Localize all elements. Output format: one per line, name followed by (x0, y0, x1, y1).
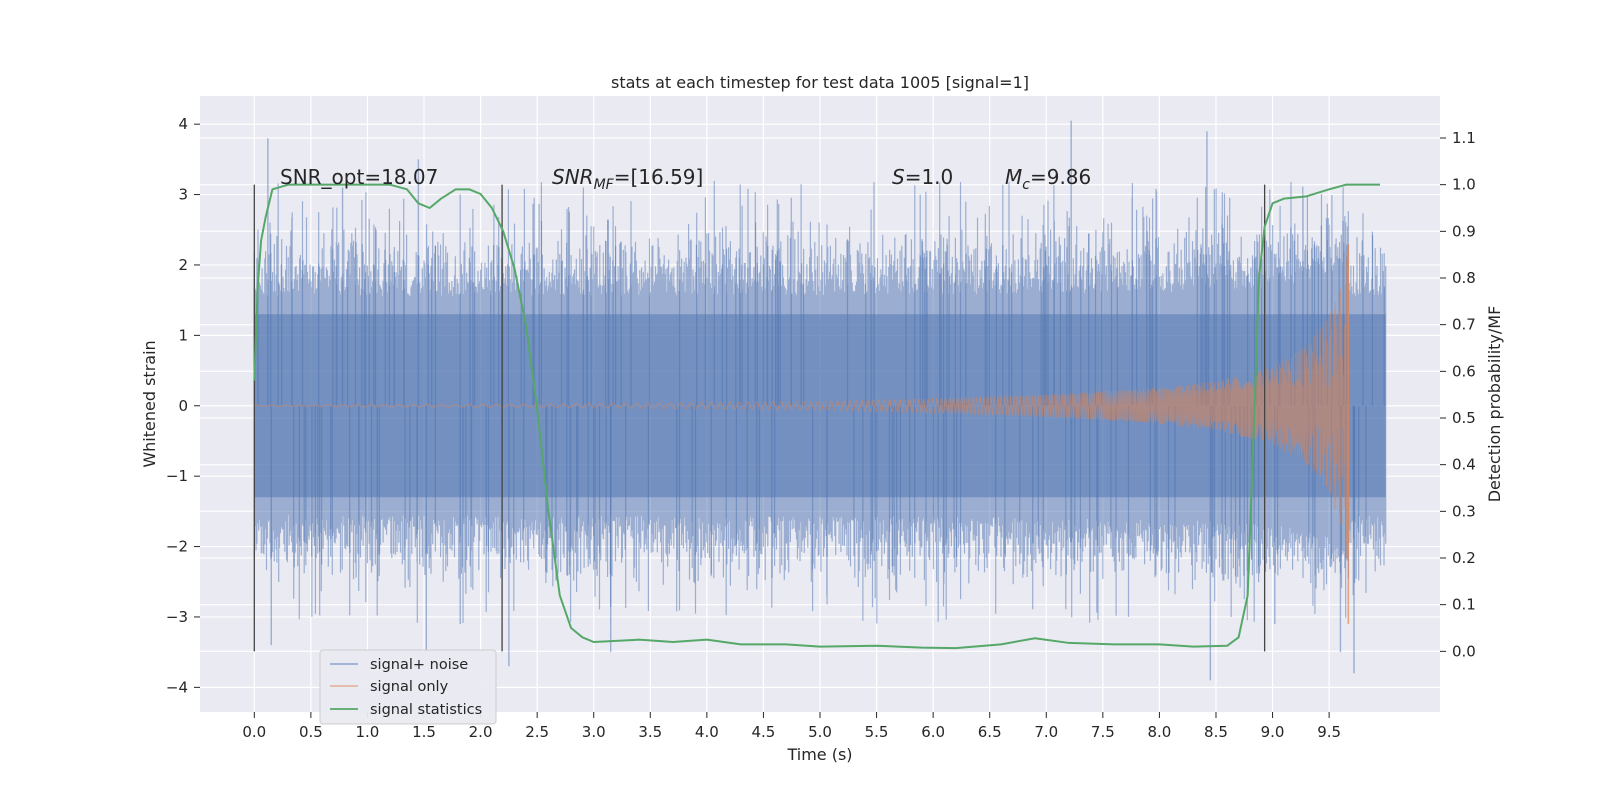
y-axis-ticks: 4 3 2 1 0 −1 −2 −3 −4 (166, 115, 200, 696)
legend-label-signal-only: signal only (370, 679, 449, 695)
y2-tick-label: 0.7 (1452, 316, 1476, 334)
x-tick-label: 6.0 (921, 723, 945, 741)
x-tick-label: 6.5 (978, 723, 1002, 741)
y-tick-label: 4 (178, 115, 188, 133)
y2-tick-label: 0.8 (1452, 269, 1476, 287)
y2-tick-label: 0.3 (1452, 502, 1476, 520)
x-tick-label: 4.5 (752, 723, 776, 741)
x-tick-label: 5.0 (808, 723, 832, 741)
statistics-line (253, 183, 1381, 650)
x-tick-label: 1.0 (356, 723, 380, 741)
x-tick-label: 0.5 (299, 723, 323, 741)
y-tick-label: 2 (178, 256, 188, 274)
annotation-mc: Mc=9.86 (1005, 165, 1091, 193)
y2-tick-label: 1.0 (1452, 176, 1476, 194)
x-tick-label: 7.0 (1034, 723, 1058, 741)
y-axis-label: Whitened strain (140, 340, 159, 467)
x-tick-label: 8.0 (1147, 723, 1171, 741)
y-tick-label: 0 (178, 397, 188, 415)
x-tick-label: 9.5 (1317, 723, 1341, 741)
x-tick-label: 5.5 (865, 723, 889, 741)
legend-box (319, 649, 497, 725)
x-axis-ticks: 0.0 0.5 1.0 1.5 2.0 2.5 3.0 3.5 4.0 4.5 5.0 5.5 6.0 6… (242, 712, 1341, 741)
y2-tick-label: 0.2 (1452, 549, 1476, 567)
y2-axis-label: Detection probability/MF (1485, 306, 1504, 503)
legend-label-signal-plus-noise: signal+ noise (370, 657, 468, 673)
x-tick-label: 8.5 (1204, 723, 1228, 741)
x-tick-label: 7.5 (1091, 723, 1115, 741)
y2-tick-label: 0.0 (1452, 642, 1476, 660)
y2-tick-label: 0.6 (1452, 362, 1476, 380)
series-signal-only (254, 243, 1350, 624)
x-tick-label: 3.5 (638, 723, 662, 741)
x-tick-label: 2.5 (525, 723, 549, 741)
y-tick-label: −1 (166, 467, 188, 485)
window-markers (253, 184, 1266, 652)
y-tick-label: 1 (178, 326, 188, 344)
legend: signal+ noise signal only signal statist… (319, 649, 497, 725)
annotation-s: S=1.0 (892, 165, 953, 189)
x-tick-label: 0.0 (242, 723, 266, 741)
legend-label-signal-statistics: signal statistics (370, 702, 482, 718)
x-tick-label: 1.5 (412, 723, 436, 741)
x-tick-label: 9.0 (1261, 723, 1285, 741)
chart-title: stats at each timestep for test data 100… (611, 73, 1029, 92)
series-signal-statistics (253, 183, 1381, 650)
y2-tick-label: 1.1 (1452, 129, 1476, 147)
y2-axis-ticks: 1.1 1.0 0.9 0.8 0.7 0.6 0.5 0.4 0.3 0.2 0.1 0.0 (1440, 129, 1476, 660)
y2-tick-label: 0.1 (1452, 596, 1476, 614)
y-tick-label: −3 (166, 608, 188, 626)
y-tick-label: −2 (166, 538, 188, 556)
y2-tick-label: 0.5 (1452, 409, 1476, 427)
annotation-snr-mf: SNRMF=[16.59] (552, 165, 703, 193)
x-tick-label: 2.0 (469, 723, 493, 741)
x-tick-label: 4.0 (695, 723, 719, 741)
x-tick-label: 3.0 (582, 723, 606, 741)
y-tick-label: −4 (166, 678, 188, 696)
chirp-trace (254, 251, 1349, 559)
annotation-snr-opt: SNR_opt=18.07 (280, 165, 438, 189)
y2-tick-label: 0.9 (1452, 222, 1476, 240)
y2-tick-label: 0.4 (1452, 456, 1476, 474)
y-tick-label: 3 (178, 186, 188, 204)
x-axis-label: Time (s) (786, 745, 852, 764)
